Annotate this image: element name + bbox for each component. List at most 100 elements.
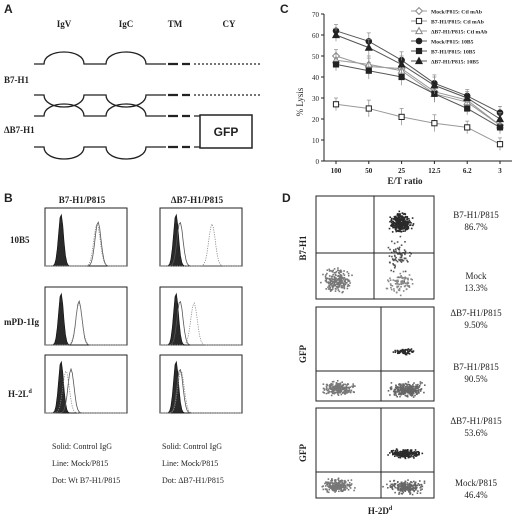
flow-dot (388, 227, 391, 230)
flow-dot (408, 488, 410, 491)
flow-dot (396, 241, 399, 243)
flow-dot (407, 388, 410, 390)
flow-dot (322, 383, 325, 385)
flow-dot (415, 487, 418, 490)
flow-dot (327, 478, 330, 480)
flow-dot (333, 276, 335, 278)
flow-dot (339, 383, 341, 385)
flow-dot (416, 492, 419, 494)
flow-dot (393, 451, 396, 454)
flow-plot-3-frame (315, 407, 435, 499)
flow-dot (403, 216, 405, 219)
flow-dot (338, 277, 341, 280)
flow-dot (342, 482, 344, 485)
series-line (335, 30, 501, 114)
flow-dot (393, 267, 396, 269)
flow-dot (394, 455, 396, 457)
flow-dot (336, 286, 338, 288)
flow-dot (402, 227, 405, 229)
panel-d-letter: D (282, 191, 291, 205)
flow-dot (343, 284, 346, 287)
flow-dot (393, 290, 395, 292)
flow-dot (400, 256, 403, 259)
data-point (365, 67, 372, 74)
flow-dot (411, 350, 413, 353)
flow-dot (389, 480, 391, 483)
flow-dot (344, 393, 346, 395)
flow-dot (345, 386, 348, 389)
flow-dot (326, 384, 329, 387)
flow-dot (407, 455, 410, 458)
flow-dot (390, 486, 392, 489)
flow-dot (331, 275, 333, 278)
flow-dot (399, 451, 401, 453)
flow-dot (403, 452, 406, 455)
flow-dot (400, 218, 402, 220)
flow-dot (409, 450, 412, 452)
flow-dot (403, 220, 406, 222)
flow-dot (401, 228, 404, 230)
flow-dot (415, 389, 418, 392)
flow-dot (392, 263, 394, 265)
flow-dot (406, 384, 409, 386)
flow-dot (399, 213, 401, 215)
chart-x-axis-label: E/T ratio (387, 176, 423, 186)
flow-dot (325, 388, 328, 391)
flow-dot (395, 225, 397, 228)
flow-dot (337, 478, 339, 481)
flow-dot (399, 259, 401, 262)
flow-dot (391, 285, 394, 287)
flow-dot (329, 386, 331, 388)
flow-dot (340, 481, 343, 483)
flow-dot (396, 226, 399, 228)
flow-dot (403, 388, 406, 390)
flow-dot (340, 479, 343, 482)
delta-b7h1-construct (34, 103, 253, 160)
legend-left: Solid: Control IgG Line: Mock/P815 Dot: … (52, 442, 120, 485)
flow-dot (403, 279, 406, 281)
flow-dot (337, 482, 339, 485)
flow-dot (331, 479, 334, 482)
flow-dot (411, 453, 414, 456)
flow-dot (346, 282, 348, 284)
flow-dot (402, 392, 405, 395)
flow-dot (392, 484, 394, 487)
data-point (364, 43, 373, 51)
flow-dot (344, 481, 347, 483)
histogram-2 (159, 207, 243, 267)
flow-dot (397, 393, 400, 396)
flow-dot (327, 491, 330, 494)
flow-dot (407, 221, 409, 224)
flow-dot (344, 281, 346, 283)
flow-dot (399, 483, 401, 485)
data-point (414, 56, 424, 65)
domain-igc-label: IgC (119, 19, 134, 29)
flow-dot (328, 270, 331, 272)
flow-dot (400, 227, 402, 229)
flow-dot (399, 392, 402, 394)
flow-dot (389, 452, 391, 454)
flow-dot (424, 384, 426, 386)
flow-plot-3-dots (321, 448, 426, 496)
flow-dot (341, 280, 343, 282)
flow-dot (414, 486, 417, 489)
flow-dot (402, 491, 405, 494)
flow-dot (386, 483, 388, 486)
data-point (463, 93, 472, 102)
flow-dot (413, 457, 415, 459)
flow-dot (339, 281, 342, 284)
flow-dot (337, 269, 339, 272)
flow-dot (337, 487, 340, 490)
flow-dot (338, 490, 340, 493)
flow-dot (407, 348, 409, 351)
flow-dot (404, 486, 407, 488)
flow-dot (348, 482, 351, 484)
flow-dot (391, 223, 393, 225)
flow-dot (406, 449, 409, 451)
flow-dot (340, 278, 342, 281)
flow-dot (410, 348, 413, 350)
flow-dot (334, 485, 336, 487)
flow-dot (404, 223, 407, 225)
flow-dot (388, 261, 391, 264)
flow-dot (399, 218, 401, 220)
